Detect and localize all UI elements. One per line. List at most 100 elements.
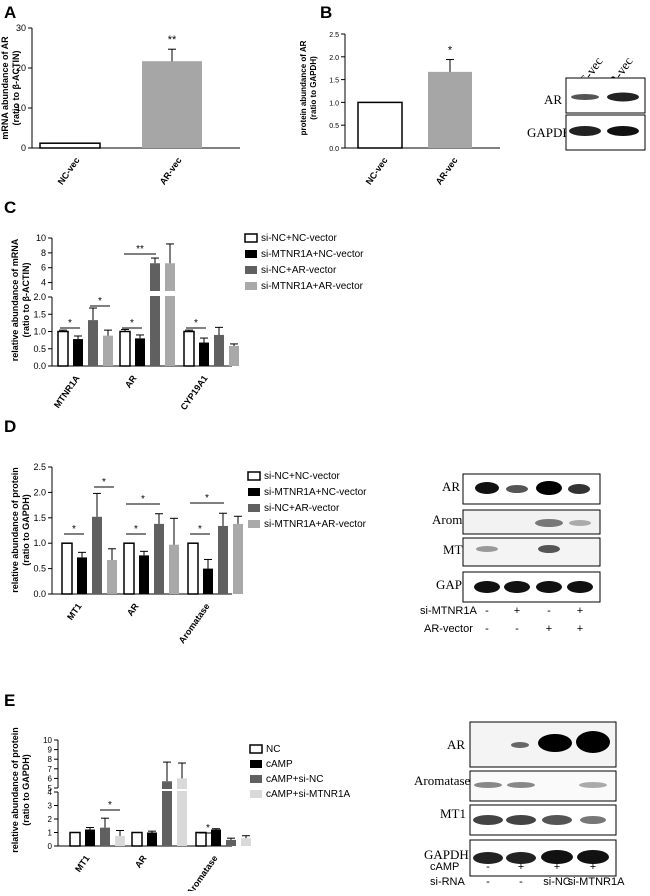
blot-e-sign: - (486, 861, 490, 873)
chart-d: 0.0 0.5 1.0 1.5 2.0 2.5 * * * * * * MT1 AR Aromatase re… (10, 462, 367, 645)
panel-label-c: C (4, 198, 16, 217)
blot-band (473, 815, 503, 825)
y-tick-label: 1.5 (329, 78, 339, 85)
bar (187, 542, 199, 595)
y-tick-label: 6 (41, 263, 46, 273)
bar (57, 330, 69, 367)
blot-e-row-label: MT1 (440, 806, 466, 821)
blot-band (506, 485, 528, 493)
blot-d-sign: - (485, 605, 489, 617)
blot-band (474, 782, 502, 788)
blot-e-row-label: AR (447, 737, 465, 752)
y-tick-label: 0.0 (33, 589, 46, 599)
panel-label-e: E (4, 691, 15, 710)
y-tick-label: 4 (48, 788, 53, 797)
significance-star: * (134, 524, 138, 535)
blot-band (474, 581, 500, 593)
blot-band (506, 815, 536, 825)
bar (177, 778, 187, 846)
y-tick-label: 10 (43, 736, 52, 745)
legend-label: si-MTNR1A+NC-vector (261, 249, 364, 260)
y-axis-label-line: mRNA abundance of AR (0, 36, 10, 140)
significance-star: * (72, 524, 76, 535)
blot-band (535, 519, 563, 527)
bar (357, 101, 403, 149)
blot-band (507, 782, 535, 788)
blot-band (542, 815, 572, 825)
y-axis-label-line: relative abundance of protein (10, 467, 20, 593)
x-tick-label: AR-vec (158, 155, 184, 186)
blot-band (579, 782, 607, 788)
significance-star: ** (168, 34, 177, 46)
legend-swatch (250, 790, 262, 798)
legend-swatch (244, 233, 258, 243)
blot-band (569, 126, 601, 136)
bar (92, 516, 102, 594)
bar (142, 61, 202, 149)
legend-label: si-NC+AR-vector (261, 265, 337, 276)
y-tick-label: 7 (48, 765, 53, 774)
y-axis-label-line: (ratio to GAPDH) (21, 494, 31, 566)
blot-band (567, 581, 593, 593)
x-tick-label: AR (123, 373, 139, 390)
y-axis-label: protein abundance of AR(ratio to GAPDH) (299, 40, 318, 135)
blot-d-sign: + (577, 623, 583, 635)
y-tick-label: 1.0 (329, 100, 339, 107)
x-tick-label: Aromatase (185, 853, 220, 891)
blot-e: AR Aromatase MT1 GAPDH cAMP si-RNA - + +… (414, 721, 625, 888)
y-axis-label-line: (ratio to GAPDH) (21, 754, 31, 826)
y-axis-label: relative abundance of protein(ratio to G… (10, 467, 31, 593)
legend-label: cAMP+si-NC (266, 774, 324, 785)
bar (39, 142, 101, 149)
bar (165, 263, 175, 366)
blot-band (568, 484, 590, 494)
bar (229, 345, 239, 366)
y-tick-label: 0.5 (33, 344, 46, 354)
y-tick-label: 10 (16, 103, 26, 113)
blot-band (569, 520, 591, 526)
blot-band (538, 545, 560, 553)
y-tick-label: 2 (48, 815, 53, 824)
y-tick-label: 1.0 (33, 538, 46, 548)
legend-swatch (248, 488, 260, 496)
y-axis-label-line: relative abundance of mRNA (10, 238, 20, 361)
x-tick-label: AR (125, 601, 141, 618)
blot-band (476, 546, 498, 552)
significance-star: * (141, 494, 145, 505)
bar (241, 838, 251, 846)
y-tick-label: 10 (36, 233, 46, 243)
x-tick-label: NC-vec (364, 155, 390, 186)
x-tick-label: AR-vec (434, 155, 460, 186)
blot-d-row-label: AR (442, 479, 460, 494)
y-tick-label: 0.5 (329, 123, 339, 130)
blot-d-condition-label: AR-vector (424, 623, 473, 635)
y-axis-label-line: (ratio to β-ACTIN) (11, 51, 21, 126)
axis-break (59, 789, 233, 791)
blot-e-condition-label: si-RNA (430, 876, 465, 888)
bar (139, 555, 149, 594)
axis-break (53, 291, 233, 296)
blot-d-sign: - (547, 605, 551, 617)
y-tick-label: 1 (48, 829, 53, 838)
y-tick-label: 2.5 (329, 32, 339, 39)
y-tick-label: 0.5 (33, 564, 46, 574)
blot-band (580, 816, 606, 824)
legend-label: si-MTNR1A+AR-vector (264, 519, 367, 530)
significance-star: * (205, 493, 209, 504)
blot-b-row-label: GAPDH (527, 125, 572, 140)
panel-label-b: B (320, 3, 332, 22)
y-tick-label: 1.5 (33, 513, 46, 523)
chart-b: 0.0 0.5 1.0 1.5 2.0 2.5 NC-vec AR-vec * protein a… (299, 32, 500, 187)
significance-star: * (68, 318, 72, 329)
bar (183, 330, 195, 367)
bar (169, 544, 179, 594)
y-tick-label: 9 (48, 746, 53, 755)
blot-band (541, 850, 573, 864)
blot-band (577, 850, 609, 864)
y-tick-label: 0 (21, 143, 26, 153)
chart-a: 0 10 20 30 NC-vec AR-vec ** mRNA abundance of A… (0, 23, 240, 187)
blot-band (473, 852, 503, 864)
bar (154, 523, 164, 594)
y-tick-label: 5 (48, 784, 53, 793)
